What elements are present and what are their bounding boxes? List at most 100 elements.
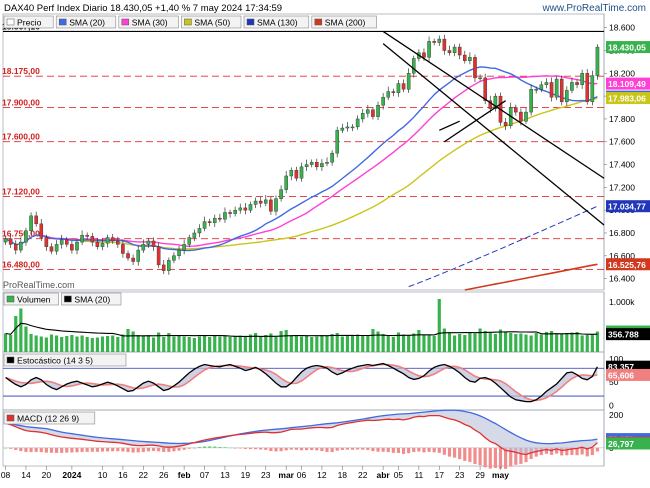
volume-bar <box>151 337 156 352</box>
macd-hist-bar <box>202 446 207 448</box>
volume-bar <box>243 337 247 352</box>
volume-bar <box>417 330 421 352</box>
hline-label-2: 17.900,00 <box>2 98 40 108</box>
macd-hist-bar <box>335 447 339 451</box>
brand-link[interactable]: www.ProRealTime.com <box>541 3 646 14</box>
candle-body <box>197 228 202 234</box>
trendline-1 <box>382 43 605 226</box>
sma200-line <box>464 263 598 291</box>
volume-bar <box>65 336 69 352</box>
price-tag-3-bg <box>606 92 650 105</box>
volume-bar <box>524 334 528 352</box>
candle-body <box>330 152 334 163</box>
price-legend-label-1: SMA (20) <box>69 18 105 28</box>
macd-hist-bar <box>401 447 406 454</box>
candle-body <box>340 127 345 131</box>
x-tick-1: 14 <box>21 470 31 480</box>
price-tag-4: 17.034,77 <box>608 202 646 212</box>
volume-bar <box>432 336 436 352</box>
watermark: ProRealTime.com <box>3 280 75 290</box>
x-tick-8: feb <box>178 470 191 480</box>
volume-bar <box>141 336 145 352</box>
volume-bar <box>534 333 538 352</box>
macd-hist-bar <box>177 447 181 451</box>
vol-tick-0: 1.000k <box>609 297 635 307</box>
candle-body <box>80 235 84 243</box>
x-tick-13: mar <box>278 470 294 480</box>
macd-hist-bar <box>248 447 253 450</box>
candle-body <box>315 162 319 168</box>
macd-hist-bar <box>182 447 186 450</box>
volume-bar <box>320 335 324 352</box>
macd-hist-bar <box>458 447 462 460</box>
candle-body <box>141 244 146 251</box>
volume-bar <box>590 334 594 352</box>
candle-body <box>294 170 299 179</box>
volume-bar <box>478 328 482 352</box>
candle-body <box>269 199 273 212</box>
candle-body <box>39 223 44 238</box>
price-legend-label-4: SMA (130) <box>257 18 298 28</box>
candle-body <box>396 83 401 93</box>
volume-bar <box>75 336 79 352</box>
volume-bar <box>70 335 74 352</box>
macd-tag-2-bg <box>606 437 650 450</box>
price-legend-swatch-4 <box>246 18 255 26</box>
candle-body <box>75 241 79 251</box>
macd-hist-bar <box>233 447 237 449</box>
candle-body <box>161 264 166 271</box>
macd-hist-bar <box>14 447 18 450</box>
price-legend-swatch-3 <box>184 18 192 26</box>
macd-hist-bar <box>560 447 564 456</box>
macd-hist-bar <box>330 447 334 453</box>
volume-bar <box>427 335 431 352</box>
x-tick-9: 07 <box>200 470 210 480</box>
candle-body <box>223 212 227 220</box>
x-tick-5: 16 <box>118 470 128 480</box>
volume-bar <box>233 336 237 352</box>
x-tick-18: abr <box>377 470 391 480</box>
volume-bar <box>539 334 543 352</box>
macd-hist-bar <box>437 447 441 453</box>
macd-hist-bar <box>172 447 176 452</box>
volume-bar <box>284 330 288 352</box>
volume-bar <box>157 332 161 352</box>
hline-label-3: 17.600,00 <box>2 132 40 142</box>
candle-body <box>386 91 391 98</box>
candle-body <box>539 84 544 90</box>
sma30-line <box>36 75 598 248</box>
price-legend-box-5 <box>311 15 377 29</box>
macd-hist-bar <box>243 447 247 449</box>
candle-body <box>585 73 590 103</box>
volume-bar <box>549 331 554 352</box>
volume-bar <box>39 336 43 352</box>
volume-bar <box>121 334 125 352</box>
trendline-2 <box>444 100 506 143</box>
volume-bar <box>340 336 344 352</box>
macd-hist-bar <box>54 447 59 453</box>
volume-bar <box>49 334 54 352</box>
x-tick-15: 12 <box>317 470 327 480</box>
macd-hist-bar <box>350 447 355 450</box>
candle-body <box>549 82 554 98</box>
macd-hist-bar <box>294 447 298 450</box>
x-tick-3: 2024 <box>62 470 81 480</box>
macd-tag-2: 26,797 <box>608 439 634 449</box>
macd-hist-bar <box>223 447 227 448</box>
candle-body <box>355 118 360 128</box>
volume-bar <box>223 336 227 352</box>
legends: Precio SMA (20) SMA (30) SMA (50) SMA (130) S… <box>3 15 377 425</box>
macd-hist-bar <box>192 447 196 449</box>
stoch-d-line <box>5 363 598 402</box>
candle-body <box>411 58 416 74</box>
x-tick-0: 08 <box>1 470 11 480</box>
macd-hist-bar <box>49 447 54 453</box>
volume-bar <box>34 335 38 352</box>
x-tick-23: 29 <box>475 470 485 480</box>
x-tick-10: 13 <box>220 470 230 480</box>
macd-hist-bar <box>95 447 99 452</box>
macd-hist-bar <box>376 447 380 452</box>
candle-body <box>544 82 549 85</box>
price-tag-0: 18.430,05 <box>608 43 646 53</box>
